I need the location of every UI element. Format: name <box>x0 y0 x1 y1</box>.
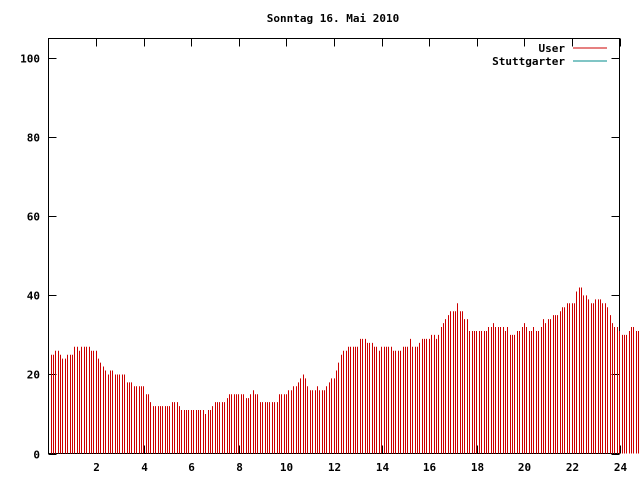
bar-series-user <box>51 287 639 454</box>
y-tick-label: 80 <box>27 132 40 145</box>
legend-label-stuttgarter: Stuttgarter <box>492 55 565 68</box>
legend: User Stuttgarter <box>492 42 607 68</box>
x-tick-label: 20 <box>518 461 531 474</box>
y-tick-label: 60 <box>27 211 40 224</box>
x-tick-label: 2 <box>93 461 100 474</box>
x-tick-label: 10 <box>280 461 293 474</box>
y-tick-label: 0 <box>33 449 40 462</box>
legend-label-user: User <box>539 42 566 55</box>
x-tick-label: 18 <box>471 461 484 474</box>
x-tick-label: 8 <box>236 461 243 474</box>
x-tick-label: 6 <box>188 461 195 474</box>
chart-title: Sonntag 16. Mai 2010 <box>267 12 399 25</box>
y-tick-label: 20 <box>27 369 40 382</box>
x-tick-label: 22 <box>566 461 579 474</box>
x-tick-label: 24 <box>614 461 628 474</box>
x-tick-label: 14 <box>376 461 390 474</box>
x-tick-label: 4 <box>141 461 148 474</box>
x-tick-label: 12 <box>328 461 341 474</box>
x-tick-label: 16 <box>423 461 437 474</box>
y-tick-label: 40 <box>27 290 40 303</box>
y-tick-label: 100 <box>20 53 40 66</box>
